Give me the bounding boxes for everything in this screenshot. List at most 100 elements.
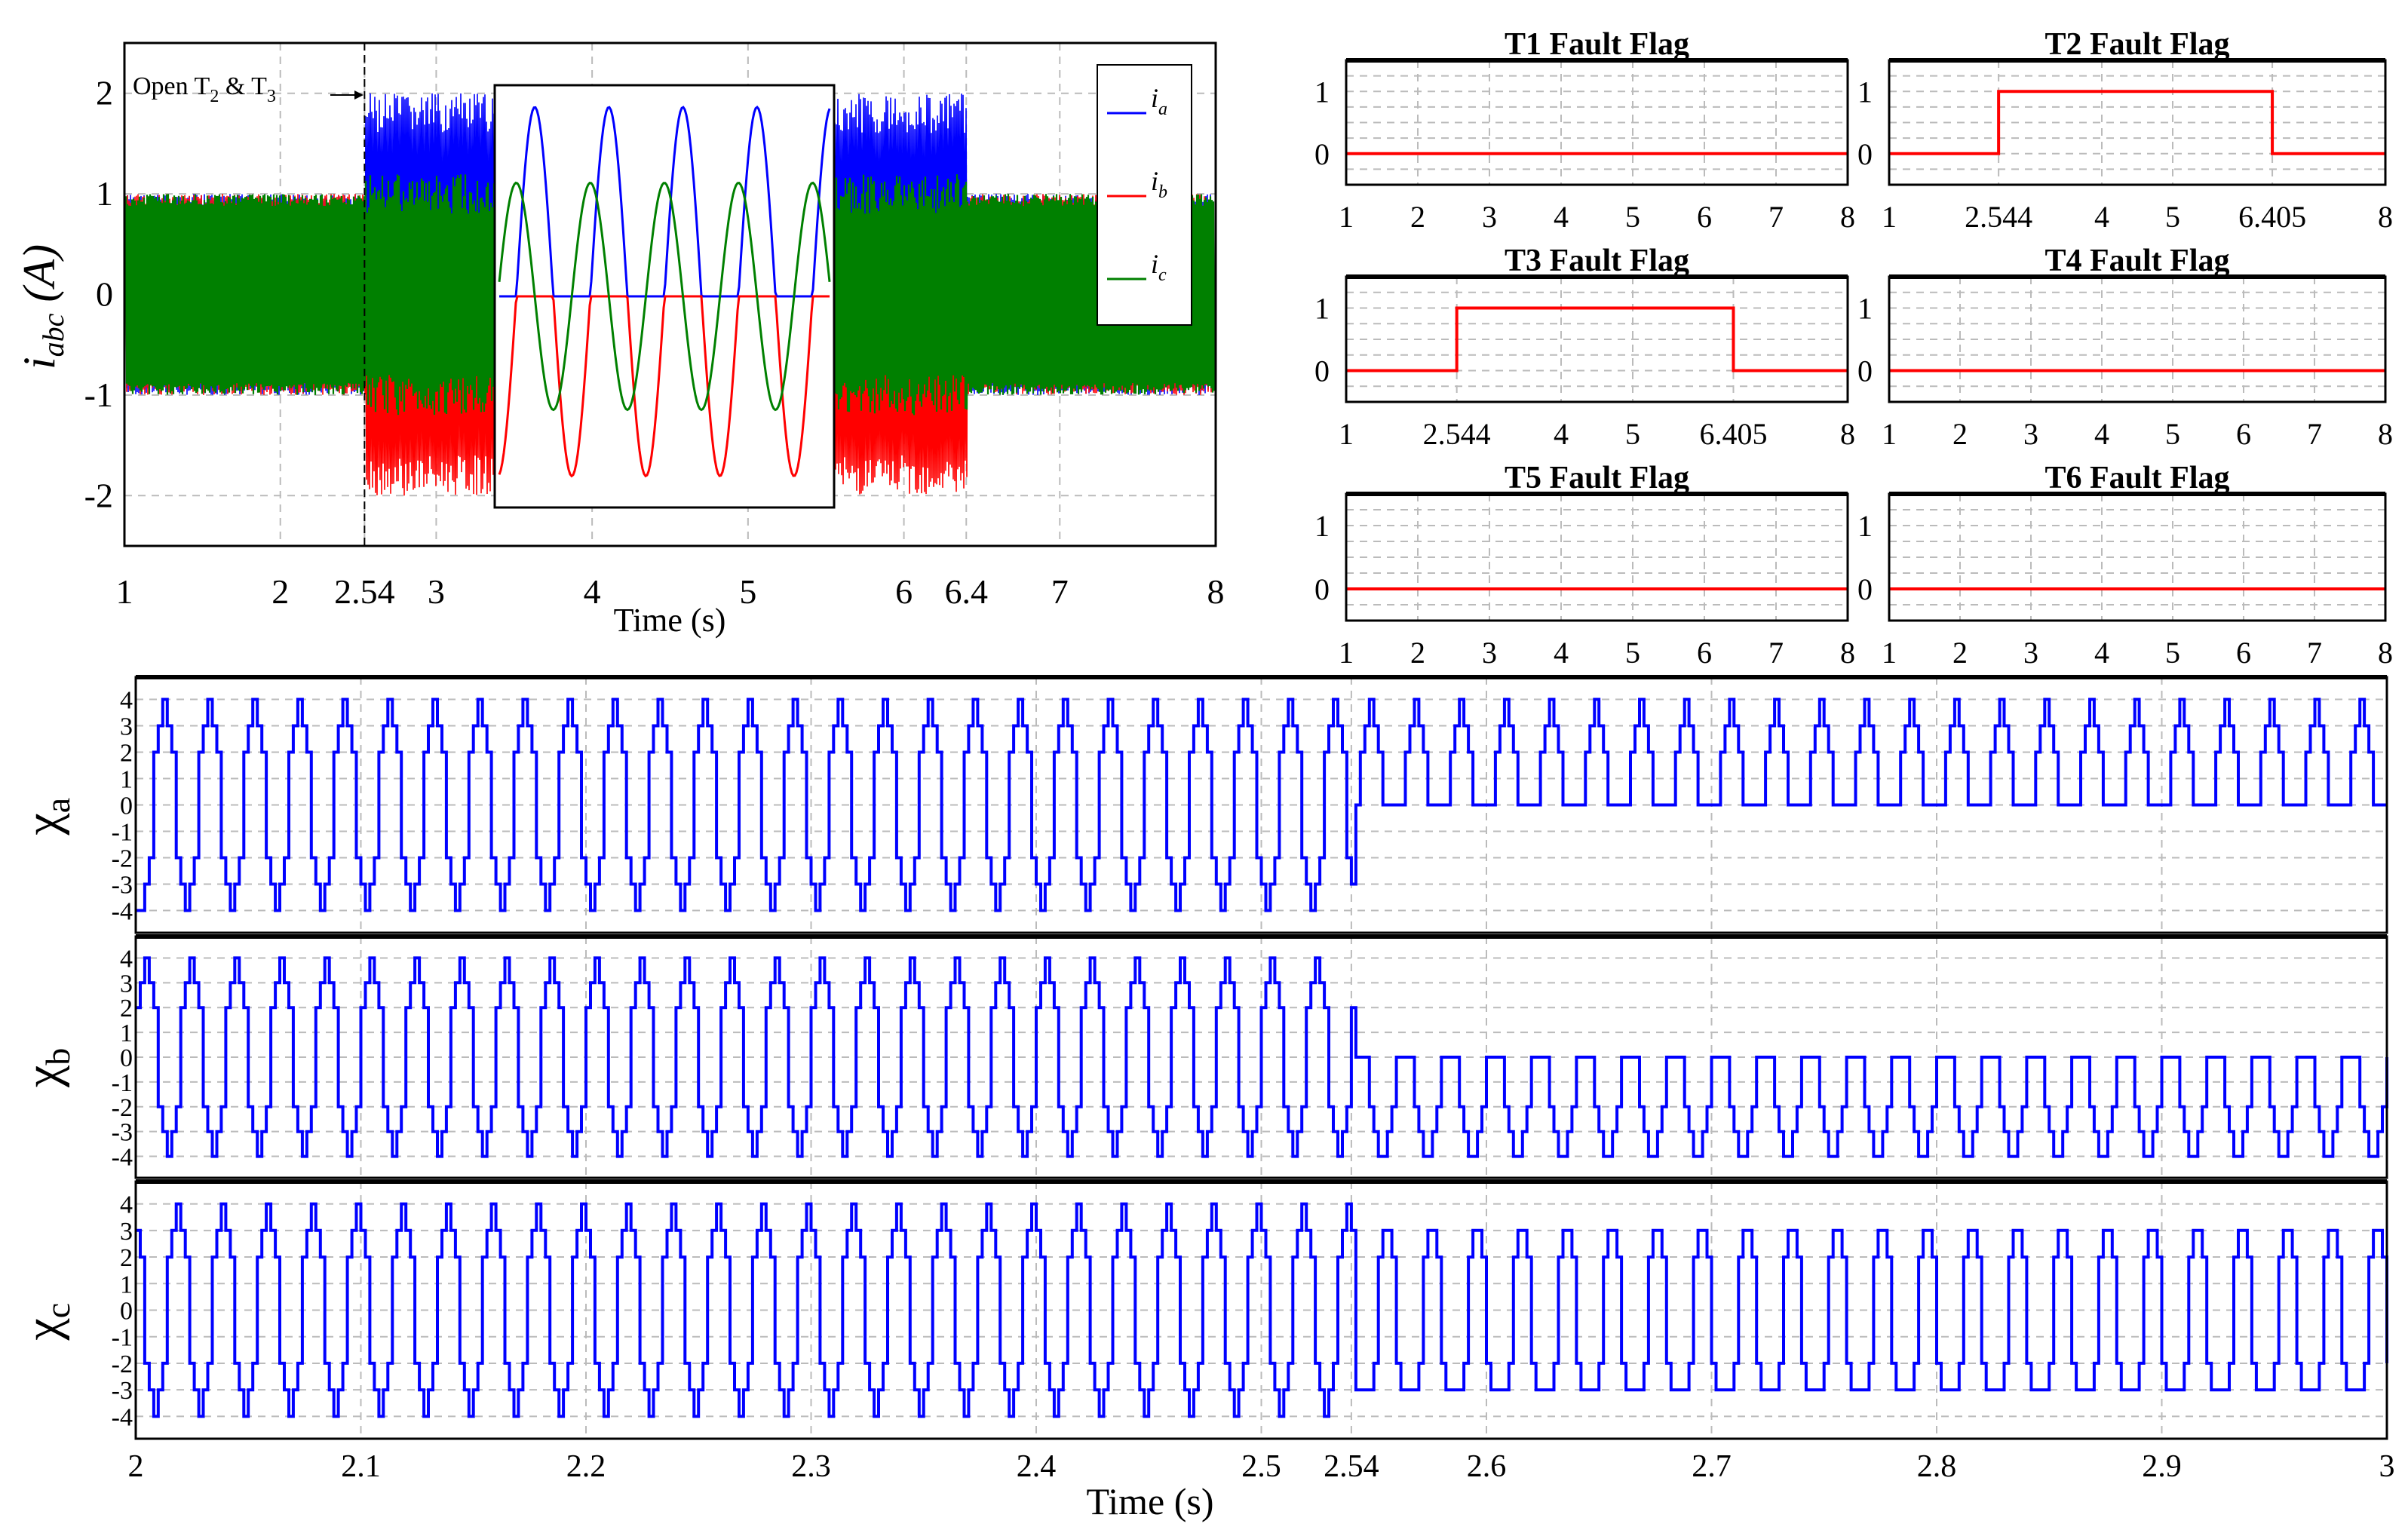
flag-xtick-label: 2.544	[1423, 417, 1491, 451]
flag-title-T6: T6 Fault Flag	[2044, 461, 2229, 495]
flag-title-T2: T2 Fault Flag	[2044, 27, 2229, 62]
chi-xtick-label: 2.9	[2142, 1449, 2182, 1484]
chi-xtick-label: 2	[128, 1449, 144, 1484]
flag-xtick-label: 3	[1482, 200, 1497, 234]
flag-xtick-label: 3	[1482, 636, 1497, 670]
flag-xtick-label: 3	[2023, 636, 2038, 670]
legend-label-b: ib	[1151, 166, 1167, 202]
flag-signal-T2	[1889, 90, 2385, 155]
flag-xtick-label: 6.405	[2238, 200, 2306, 234]
flag-ytick-label: 0	[1314, 137, 1330, 171]
chi-ytick-label: -3	[112, 1377, 133, 1405]
current-xtick-label: 6	[895, 572, 913, 611]
flag-ytick-label: 1	[1314, 292, 1330, 326]
current-ytick-label: 0	[96, 275, 113, 314]
current-xtick-label: 2.54	[334, 572, 395, 611]
chi-ytick-label: 1	[120, 766, 133, 794]
chi-xtick-label: 2.2	[566, 1449, 606, 1484]
flag-xtick-label: 1	[1339, 417, 1354, 451]
flag-xtick-label: 2	[1410, 636, 1425, 670]
flag-ytick-label: 1	[1314, 75, 1330, 109]
flag-xtick-label: 6	[2236, 636, 2251, 670]
current-ytick-label: 1	[96, 174, 113, 213]
chi-ylabel-c: χc	[15, 1303, 77, 1341]
flag-xtick-label: 4	[2094, 200, 2109, 234]
phase-current-chart: 1 2 2.54 3 4 5 6 6.4 7 8 -2 -1 0 1 2 Open T2 & T3 ia ib…	[14, 41, 1225, 639]
chi-ytick-label: 4	[120, 945, 133, 973]
chi-ytick-label: -2	[112, 1350, 133, 1378]
chi-ytick-label: 0	[120, 792, 133, 820]
flag-xtick-label: 2	[1410, 200, 1425, 234]
chi-ytick-label: 2	[120, 1244, 133, 1272]
chi-xtick-label: 2.6	[1467, 1449, 1507, 1484]
flag-title-T5: T5 Fault Flag	[1505, 461, 1689, 495]
flag-xtick-label: 6	[2236, 417, 2251, 451]
flag-ytick-label: 0	[1857, 354, 1873, 388]
flag-xtick-label: 1	[1339, 636, 1354, 670]
chi-ytick-label: 2	[120, 995, 133, 1022]
flag-xtick-label: 8	[1840, 417, 1855, 451]
flag-xtick-label: 8	[2378, 636, 2393, 670]
chi-xtick-label: 2.3	[791, 1449, 831, 1484]
flag-xtick-label: 1	[1882, 200, 1897, 234]
current-inset	[493, 84, 836, 509]
current-xtick-label: 3	[428, 572, 445, 611]
inset-series-ib	[498, 295, 830, 478]
chi-ylabel-b: χb	[15, 1048, 77, 1088]
chi-ytick-label: 0	[120, 1044, 133, 1072]
chi-xtick-label: 2.4	[1017, 1449, 1057, 1484]
flag-ytick-label: 1	[1857, 75, 1873, 109]
flag-title-T3: T3 Fault Flag	[1505, 244, 1689, 278]
flag-xtick-label: 4	[1554, 636, 1569, 670]
flag-xtick-label: 7	[1768, 200, 1784, 234]
inset-series-ia	[499, 105, 831, 298]
flag-xtick-label: 5	[1625, 636, 1640, 670]
flag-xtick-label: 5	[2165, 417, 2180, 451]
chi-ytick-label: -3	[112, 872, 133, 900]
chi-ytick-label: -4	[112, 898, 133, 926]
fault-annotation: Open T2 & T3	[133, 72, 276, 106]
flag-xtick-label: 5	[1625, 200, 1640, 234]
current-xtick-label: 6.4	[945, 572, 989, 611]
chi-ytick-label: -1	[112, 1324, 133, 1352]
current-ytick-label: -1	[84, 376, 113, 414]
flag-xtick-label: 8	[2378, 200, 2393, 234]
legend-label-a: ia	[1151, 83, 1167, 119]
chi-ytick-label: 0	[120, 1298, 133, 1326]
chi-xtick-label: 2.8	[1917, 1449, 1957, 1484]
flag-ytick-label: 0	[1857, 137, 1873, 171]
chi-xtick-label: 2.7	[1692, 1449, 1732, 1484]
flag-xtick-label: 7	[2307, 417, 2322, 451]
chi-ytick-label: 1	[120, 1019, 133, 1047]
flag-xtick-label: 1	[1882, 417, 1897, 451]
chi-ytick-label: 3	[120, 970, 133, 998]
flag-xtick-label: 6	[1697, 636, 1712, 670]
flag-ytick-label: 1	[1857, 509, 1873, 543]
current-ticks: 1 2 2.54 3 4 5 6 6.4 7 8 -2 -1 0 1 2	[84, 74, 1225, 611]
chi-ylabel-a: χa	[15, 798, 77, 836]
flag-ytick-label: 0	[1314, 572, 1330, 606]
chi-xtick-label: 2.5	[1241, 1449, 1281, 1484]
chi-ytick-label: -1	[112, 1069, 133, 1097]
flag-xtick-label: 4	[2094, 636, 2109, 670]
flag-xtick-label: 2.544	[1965, 200, 2032, 234]
inset-waveforms	[498, 105, 831, 478]
flag-xtick-label: 8	[2378, 417, 2393, 451]
flag-ytick-label: 1	[1314, 509, 1330, 543]
chi-ytick-label: -4	[112, 1403, 133, 1431]
current-xtick-label: 2	[271, 572, 289, 611]
chi-ytick-label: -2	[112, 845, 133, 873]
chi-ytick-label: 4	[120, 1191, 133, 1219]
chi-ytick-label: 3	[120, 713, 133, 741]
chi-waveform-chi_b	[136, 956, 2388, 1158]
current-xtick-label: 4	[584, 572, 601, 611]
current-ytick-label: -2	[84, 476, 113, 514]
